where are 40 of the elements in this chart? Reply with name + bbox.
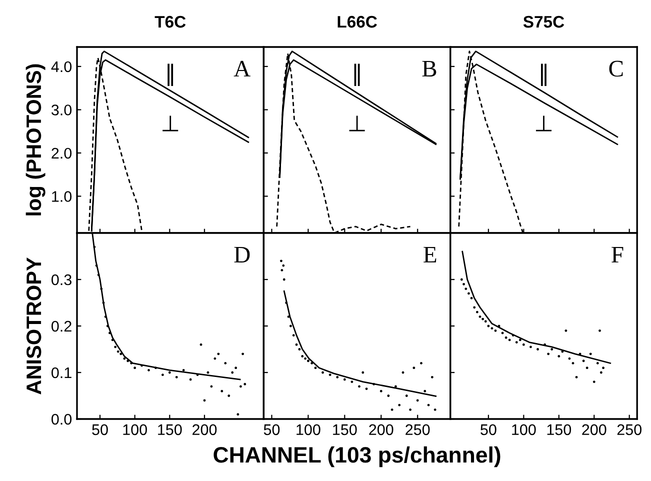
chart-title: S75C: [523, 16, 564, 28]
x-tick-label: 150: [333, 424, 357, 436]
x-axis-title: CHANNEL (103 ps/channel): [214, 446, 500, 468]
chart-title: T6C: [154, 16, 186, 28]
annotation: D: [234, 246, 250, 262]
y-tick-label: 0.3: [52, 274, 72, 286]
x-tick-label: 200: [582, 424, 606, 436]
annotation: ‖: [541, 64, 546, 86]
x-tick-label: 50: [92, 424, 108, 436]
annotation: E: [424, 246, 436, 262]
x-tick-label: 200: [192, 424, 217, 436]
x-tick-label: 100: [123, 424, 147, 436]
y-tick-label: 0.2: [52, 320, 72, 332]
annotation: ⊥: [536, 116, 552, 132]
annotation: ⊥: [162, 116, 178, 132]
y-tick-label: 0.1: [52, 367, 72, 378]
x-tick-label: 250: [406, 424, 430, 436]
annotation: C: [609, 60, 623, 77]
annotation: F: [612, 246, 624, 262]
annotation: ‖: [354, 64, 360, 86]
x-tick-label: 50: [264, 424, 280, 436]
annotation: ‖: [168, 64, 174, 86]
x-tick-label: 150: [547, 424, 572, 436]
y-axis-title: ANISOTROPY: [26, 257, 42, 394]
x-tick-label: 100: [296, 424, 320, 436]
y-tick-label: 1.0: [52, 191, 72, 202]
chart-title: L66C: [338, 16, 377, 28]
y-tick-label: 4.0: [51, 61, 72, 72]
x-tick-label: 100: [512, 424, 536, 436]
y-tick-label: 3.0: [51, 104, 72, 116]
y-axis-title: log (PHOTONS): [26, 64, 46, 216]
x-tick-label: 50: [480, 424, 496, 436]
annotation: B: [422, 60, 436, 76]
y-tick-label: 2.0: [52, 148, 72, 159]
x-tick-label: 250: [617, 424, 642, 436]
annotation: A: [234, 60, 250, 76]
y-tick-label: 0.0: [52, 414, 72, 425]
x-tick-label: 150: [158, 424, 182, 436]
annotation: ⊥: [349, 116, 365, 132]
x-tick-label: 200: [369, 424, 394, 436]
